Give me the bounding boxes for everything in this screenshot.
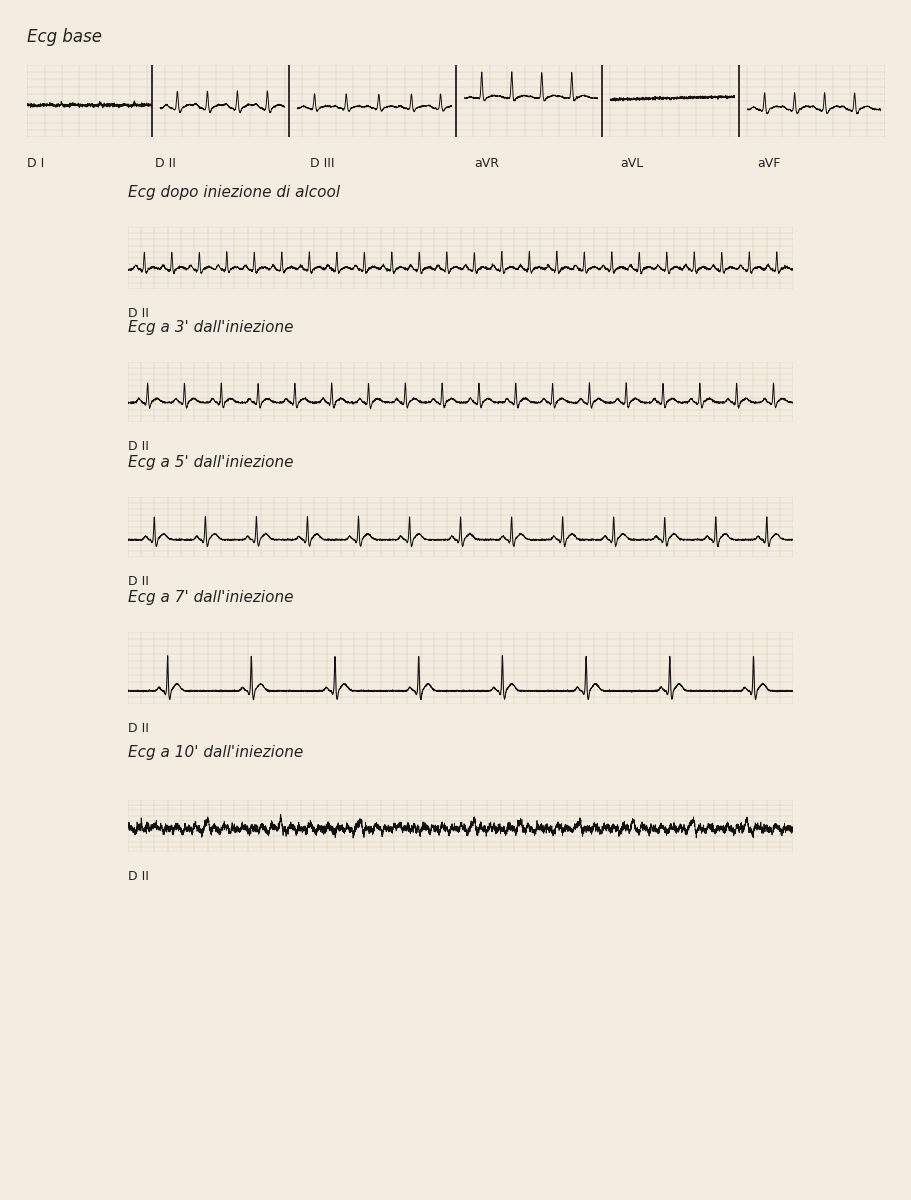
Text: D II: D II bbox=[128, 575, 148, 588]
Text: D III: D III bbox=[310, 157, 334, 170]
Text: D II: D II bbox=[155, 157, 176, 170]
Text: Ecg base: Ecg base bbox=[27, 28, 102, 46]
Text: Ecg a 10' dall'iniezione: Ecg a 10' dall'iniezione bbox=[128, 745, 302, 760]
Text: D II: D II bbox=[128, 307, 148, 320]
Text: Ecg a 3' dall'iniezione: Ecg a 3' dall'iniezione bbox=[128, 320, 292, 335]
Text: D II: D II bbox=[128, 440, 148, 452]
Text: aVF: aVF bbox=[756, 157, 780, 170]
Text: D II: D II bbox=[128, 722, 148, 734]
Text: D I: D I bbox=[27, 157, 45, 170]
Text: aVL: aVL bbox=[619, 157, 642, 170]
Text: aVR: aVR bbox=[474, 157, 498, 170]
Text: Ecg dopo iniezione di alcool: Ecg dopo iniezione di alcool bbox=[128, 185, 340, 200]
Text: D II: D II bbox=[128, 870, 148, 883]
Text: Ecg a 7' dall'iniezione: Ecg a 7' dall'iniezione bbox=[128, 590, 292, 605]
Text: Ecg a 5' dall'iniezione: Ecg a 5' dall'iniezione bbox=[128, 455, 292, 470]
